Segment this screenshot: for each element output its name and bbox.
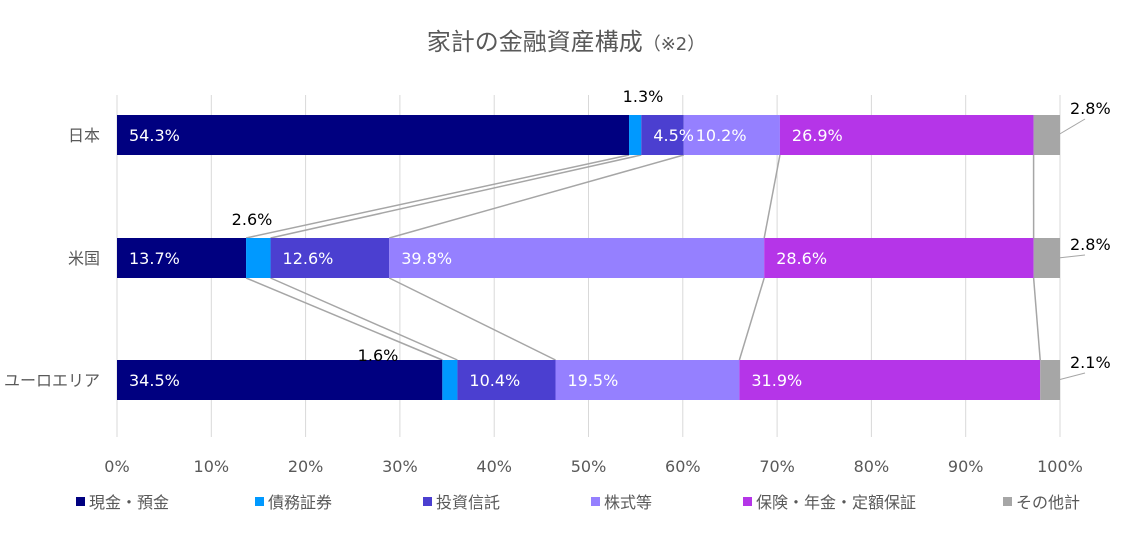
x-tick-label: 90%: [948, 457, 984, 476]
category-label: 日本: [68, 126, 100, 145]
bar-segment: [117, 360, 443, 400]
legend-item: 株式等: [591, 489, 652, 513]
legend-swatch: [1003, 496, 1012, 506]
bar-segment: [270, 238, 390, 278]
bar-segment: [1040, 360, 1060, 400]
data-label: 31.9%: [751, 371, 802, 390]
bar-segment: [442, 360, 458, 400]
series-line: [270, 277, 458, 361]
data-label: 19.5%: [567, 371, 618, 390]
series-line: [763, 154, 781, 239]
bar-segment: [389, 238, 765, 278]
legend-swatch: [591, 496, 600, 506]
series-line: [388, 277, 556, 361]
legend-swatch: [423, 496, 432, 506]
x-tick-label: 40%: [476, 457, 512, 476]
x-tick-label: 100%: [1037, 457, 1083, 476]
legend-label: 現金・預金: [89, 493, 170, 512]
legend-label: 保険・年金・定額保証: [756, 493, 917, 512]
leader-line: [1057, 118, 1086, 136]
bar-segment: [1033, 115, 1060, 155]
bar-segment: [555, 360, 740, 400]
series-line: [1032, 277, 1041, 361]
data-label: 26.9%: [792, 126, 843, 145]
x-tick-label: 30%: [382, 457, 418, 476]
legend-label: 債務証券: [268, 493, 333, 512]
series-line: [245, 154, 630, 239]
data-label: 39.8%: [401, 249, 452, 268]
data-label: 2.8%: [1070, 235, 1111, 254]
legend-item: 投資信託: [423, 489, 500, 513]
bar-segment: [683, 115, 780, 155]
leader-line: [1057, 254, 1086, 259]
bar-segment: [779, 115, 1034, 155]
data-label: 4.5%: [653, 126, 694, 145]
legend-item: 債務証券: [255, 489, 332, 513]
category-label: 米国: [68, 249, 100, 268]
legend-label: その他計: [1016, 493, 1081, 512]
data-label: 34.5%: [129, 371, 180, 390]
bar-segment: [117, 238, 247, 278]
category-label: ユーロエリア: [4, 371, 100, 390]
series-line: [389, 154, 684, 239]
legend-item: その他計: [1003, 489, 1080, 513]
legend-item: 現金・預金: [76, 489, 169, 513]
x-tick-label: 60%: [665, 457, 701, 476]
legend-label: 投資信託: [436, 493, 501, 512]
data-label: 10.4%: [469, 371, 520, 390]
x-tick-label: 70%: [759, 457, 795, 476]
bar-segment: [457, 360, 556, 400]
bar-segment: [764, 238, 1034, 278]
x-tick-label: 0%: [104, 457, 129, 476]
bar-segment: [629, 115, 642, 155]
data-label: 13.7%: [129, 249, 180, 268]
x-tick-label: 80%: [854, 457, 890, 476]
x-tick-label: 50%: [571, 457, 607, 476]
legend-swatch: [743, 496, 752, 506]
bar-segment: [641, 115, 684, 155]
chart-title: 家計の金融資産構成（※2）: [427, 28, 706, 56]
bar-segment: [117, 115, 630, 155]
legend-item: 保険・年金・定額保証: [743, 489, 916, 513]
legend-label: 株式等: [604, 493, 653, 512]
data-label: 10.2%: [696, 126, 747, 145]
x-tick-label: 10%: [194, 457, 230, 476]
series-line: [738, 277, 765, 361]
data-label: 2.1%: [1070, 353, 1111, 372]
bar-segment: [246, 238, 271, 278]
data-label: 2.6%: [232, 210, 273, 229]
x-tick-label: 20%: [288, 457, 324, 476]
leader-line: [1057, 372, 1086, 381]
data-label: 1.3%: [623, 87, 664, 106]
legend-swatch: [76, 496, 85, 506]
bar-segment: [1033, 238, 1060, 278]
series-line: [270, 154, 642, 239]
series-line: [245, 277, 443, 361]
data-label: 2.8%: [1070, 99, 1111, 118]
bar-segment: [739, 360, 1041, 400]
data-label: 54.3%: [129, 126, 180, 145]
legend-swatch: [255, 496, 264, 506]
data-label: 1.6%: [358, 346, 399, 365]
data-label: 12.6%: [283, 249, 334, 268]
data-label: 28.6%: [776, 249, 827, 268]
